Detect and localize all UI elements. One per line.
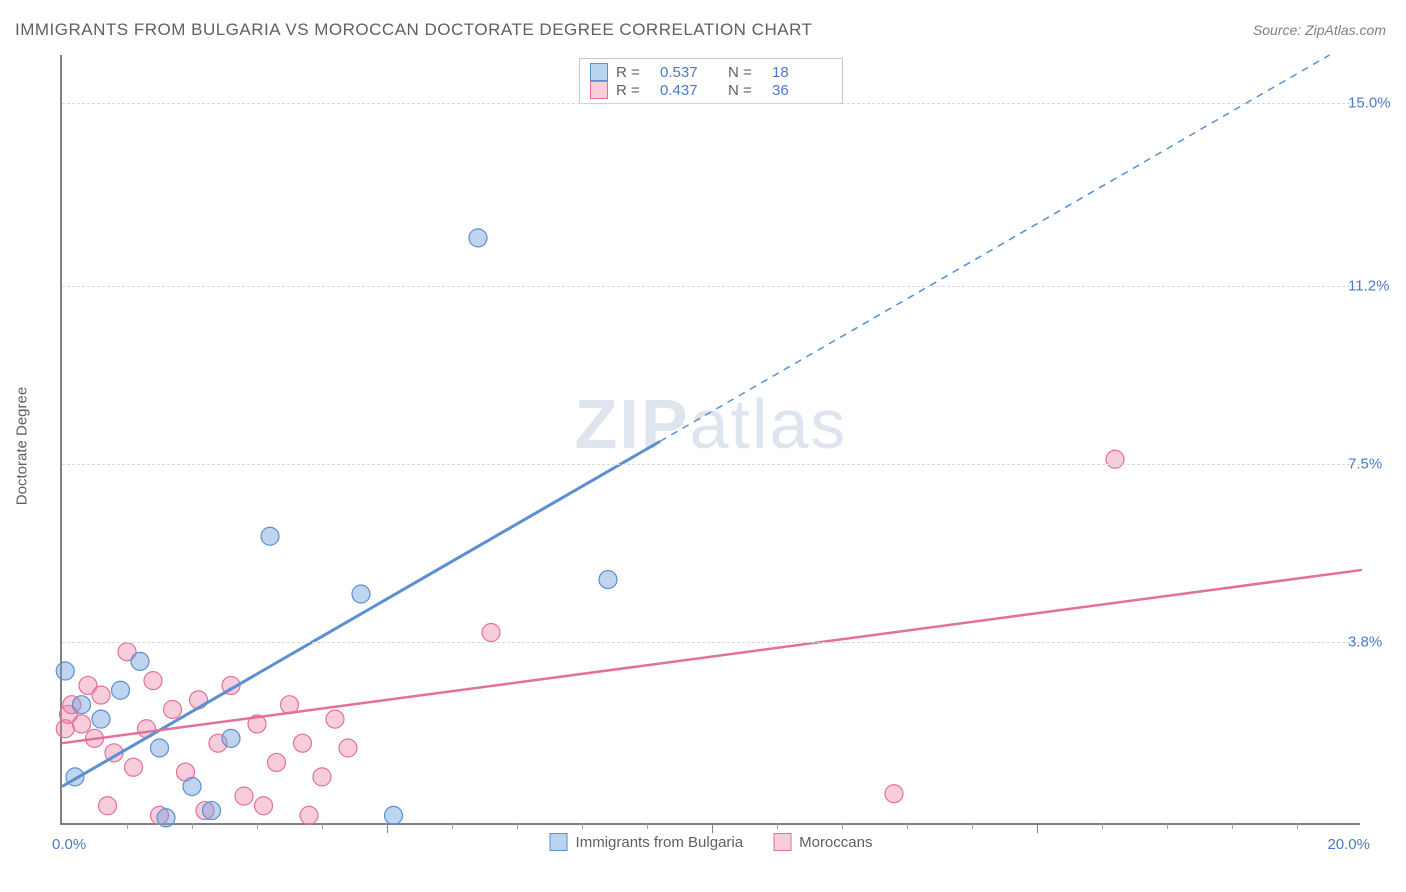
data-point xyxy=(164,701,182,719)
y-tick-label: 3.8% xyxy=(1348,634,1406,651)
data-point xyxy=(268,753,286,771)
legend-swatch-b xyxy=(773,833,791,851)
source-credit: Source: ZipAtlas.com xyxy=(1253,22,1386,38)
data-point xyxy=(885,785,903,803)
data-point xyxy=(300,806,318,824)
data-point xyxy=(151,739,169,757)
source-prefix: Source: xyxy=(1253,22,1305,38)
data-point xyxy=(352,585,370,603)
x-tick-minor xyxy=(322,823,323,829)
y-tick-label: 7.5% xyxy=(1348,456,1406,473)
data-point xyxy=(125,758,143,776)
data-point xyxy=(157,809,175,827)
x-tick-minor xyxy=(1102,823,1103,829)
x-tick-minor xyxy=(1297,823,1298,829)
data-point xyxy=(144,672,162,690)
data-point xyxy=(92,686,110,704)
legend-item-a: Immigrants from Bulgaria xyxy=(550,833,744,851)
data-point xyxy=(99,797,117,815)
y-tick-label: 15.0% xyxy=(1348,95,1406,112)
data-point xyxy=(112,681,130,699)
x-tick-minor xyxy=(842,823,843,829)
legend-label-b: Moroccans xyxy=(799,834,872,851)
x-axis-min: 0.0% xyxy=(52,836,86,853)
grid-line xyxy=(62,103,1360,104)
x-tick-minor xyxy=(127,823,128,829)
data-point xyxy=(92,710,110,728)
data-point xyxy=(131,652,149,670)
data-point xyxy=(56,662,74,680)
data-point xyxy=(1106,450,1124,468)
data-point xyxy=(599,571,617,589)
data-point xyxy=(73,715,91,733)
x-tick-major xyxy=(387,823,388,833)
data-point xyxy=(469,229,487,247)
source-link[interactable]: ZipAtlas.com xyxy=(1305,22,1386,38)
y-tick-label: 11.2% xyxy=(1348,278,1406,295)
x-tick-minor xyxy=(452,823,453,829)
data-point xyxy=(222,729,240,747)
x-tick-minor xyxy=(907,823,908,829)
data-point xyxy=(313,768,331,786)
plot-area: ZIPatlas R = 0.537 N = 18 R = 0.437 N = … xyxy=(60,55,1360,825)
trend-line xyxy=(62,570,1362,743)
chart-title: IMMIGRANTS FROM BULGARIA VS MOROCCAN DOC… xyxy=(15,20,812,40)
grid-line xyxy=(62,642,1360,643)
x-axis-max: 20.0% xyxy=(1327,836,1370,853)
data-point xyxy=(255,797,273,815)
data-point xyxy=(482,624,500,642)
x-tick-minor xyxy=(972,823,973,829)
data-point xyxy=(339,739,357,757)
data-point xyxy=(326,710,344,728)
trend-line xyxy=(660,55,1330,441)
data-point xyxy=(203,802,221,820)
x-tick-minor xyxy=(192,823,193,829)
y-axis-label: Doctorate Degree xyxy=(14,387,31,505)
data-point xyxy=(235,787,253,805)
data-point xyxy=(294,734,312,752)
grid-line xyxy=(62,464,1360,465)
data-point xyxy=(73,696,91,714)
data-point xyxy=(385,806,403,824)
x-tick-major xyxy=(712,823,713,833)
x-tick-minor xyxy=(1232,823,1233,829)
x-tick-minor xyxy=(257,823,258,829)
x-tick-minor xyxy=(777,823,778,829)
x-tick-minor xyxy=(517,823,518,829)
chart-svg xyxy=(62,55,1360,823)
data-point xyxy=(261,527,279,545)
x-tick-minor xyxy=(647,823,648,829)
legend-label-a: Immigrants from Bulgaria xyxy=(576,834,744,851)
legend-item-b: Moroccans xyxy=(773,833,872,851)
x-tick-minor xyxy=(1167,823,1168,829)
legend-series: Immigrants from Bulgaria Moroccans xyxy=(550,833,873,851)
x-tick-minor xyxy=(582,823,583,829)
legend-swatch-a xyxy=(550,833,568,851)
grid-line xyxy=(62,286,1360,287)
data-point xyxy=(183,778,201,796)
x-tick-major xyxy=(1037,823,1038,833)
trend-line xyxy=(62,441,660,786)
